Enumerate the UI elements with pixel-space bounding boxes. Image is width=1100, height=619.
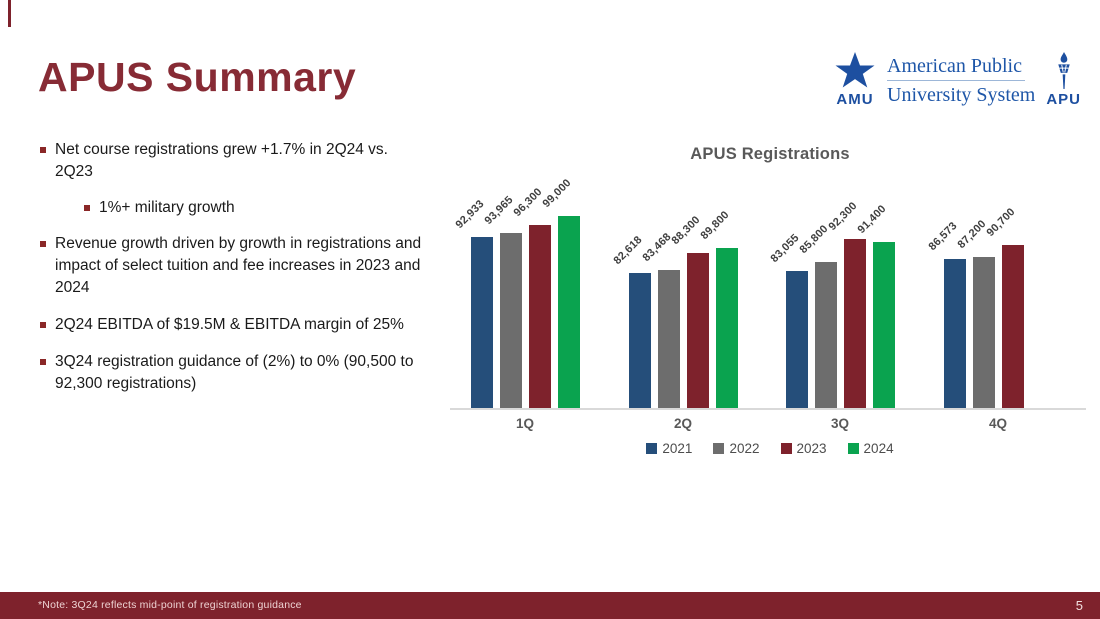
- legend-label: 2024: [863, 441, 894, 456]
- chart-bar-2021-2Q: [628, 273, 651, 408]
- bar-value-label: 87,200: [955, 217, 989, 251]
- bar-value-label: 90,700: [984, 205, 1018, 239]
- bar-value-label: 82,618: [611, 233, 645, 267]
- bullet-revenue-growth: Revenue growth driven by growth in regis…: [38, 233, 430, 299]
- chart-bar-2022-4Q: [972, 257, 995, 408]
- amu-star-icon: [835, 52, 875, 88]
- chart-bar-2023-1Q: [528, 225, 551, 408]
- bullet-guidance: 3Q24 registration guidance of (2%) to 0%…: [38, 351, 430, 395]
- chart-categories: 1Q 2Q 3Q 4Q: [450, 416, 1090, 436]
- chart-bar-2023-2Q: [686, 253, 709, 408]
- bullet-registrations-growth: Net course registrations grew +1.7% in 2…: [38, 139, 430, 183]
- x-axis-line: [450, 408, 1086, 410]
- chart-bar-2023-4Q: [1001, 245, 1024, 408]
- bullet-square-icon: [40, 322, 46, 328]
- legend-label: 2023: [796, 441, 827, 456]
- chart-bar-2022-2Q: [657, 270, 680, 408]
- logo-divider: [887, 79, 1025, 81]
- legend-item-2024: 2024: [847, 441, 894, 456]
- legend-item-2023: 2023: [780, 441, 827, 456]
- legend-label: 2022: [729, 441, 760, 456]
- chart-bar-2021-1Q: [470, 237, 493, 408]
- legend-label: 2021: [662, 441, 693, 456]
- bar-value-label: 96,300: [511, 185, 545, 219]
- legend-swatch: [780, 443, 792, 454]
- legend-item-2022: 2022: [713, 441, 760, 456]
- footer-bar: *Note: 3Q24 reflects mid-point of regist…: [0, 592, 1100, 619]
- slide-edge-accent: [8, 0, 11, 27]
- chart-bar-2022-3Q: [814, 262, 837, 408]
- bullet-square-icon: [40, 147, 46, 153]
- page-number: 5: [1075, 598, 1083, 613]
- chart-bar-2023-3Q: [843, 239, 866, 408]
- bar-value-label: 86,573: [926, 219, 960, 253]
- subbullet-military-growth: 1%+ military growth: [38, 197, 430, 219]
- amu-logo: AMU: [834, 52, 876, 108]
- chart-legend: 2021 2022 2023 2024: [450, 441, 1090, 456]
- chart-title: APUS Registrations: [690, 145, 850, 163]
- axis-category-label: 2Q: [673, 416, 692, 431]
- bullet-text: 2Q24 EBITDA of $19.5M & EBITDA margin of…: [55, 316, 404, 333]
- chart-bar-2024-2Q: [715, 248, 738, 408]
- bullet-list: Net course registrations grew +1.7% in 2…: [38, 139, 430, 410]
- bar-value-label: 83,468: [640, 230, 674, 264]
- bullet-text: Net course registrations grew +1.7% in 2…: [55, 141, 388, 180]
- university-logo: AMU American Public University System AP…: [834, 50, 1081, 110]
- legend-swatch: [847, 443, 859, 454]
- legend-swatch: [713, 443, 725, 454]
- registrations-chart: APUS Registrations 92,933 82,618 83,055 86,…: [450, 140, 1090, 470]
- chart-bar-2021-3Q: [785, 271, 808, 408]
- bullet-text: 3Q24 registration guidance of (2%) to 0%…: [55, 353, 414, 392]
- bar-value-label: 85,800: [797, 222, 831, 256]
- axis-category-label: 1Q: [515, 416, 534, 431]
- bullet-text: Revenue growth driven by growth in regis…: [55, 235, 422, 296]
- bar-value-label: 89,800: [698, 208, 732, 242]
- apu-logo: APU: [1046, 52, 1081, 108]
- bar-value-label: 93,965: [482, 193, 516, 227]
- bullet-text: 1%+ military growth: [99, 199, 235, 216]
- bar-value-label: 99,000: [540, 176, 574, 210]
- axis-category-label: 3Q: [830, 416, 849, 431]
- apu-torch-icon: [1057, 52, 1070, 90]
- legend-swatch: [646, 443, 658, 454]
- bullet-square-icon: [84, 205, 90, 211]
- chart-bar-2024-3Q: [872, 242, 895, 408]
- axis-category-label: 4Q: [988, 416, 1007, 431]
- apu-logo-label: APU: [1046, 91, 1082, 108]
- chart-bar-2021-4Q: [943, 259, 966, 408]
- chart-bar-2024-1Q: [557, 216, 580, 408]
- university-name-line2: University System: [887, 83, 1036, 106]
- bullet-square-icon: [40, 359, 46, 365]
- bullet-ebitda: 2Q24 EBITDA of $19.5M & EBITDA margin of…: [38, 314, 430, 336]
- bar-value-label: 92,300: [826, 199, 860, 233]
- footer-note: *Note: 3Q24 reflects mid-point of regist…: [38, 599, 302, 611]
- page-title: APUS Summary: [38, 54, 357, 100]
- bullet-square-icon: [40, 241, 46, 247]
- amu-logo-label: AMU: [836, 91, 874, 108]
- university-name: American Public University System: [887, 55, 1035, 106]
- bar-value-label: 92,933: [453, 197, 487, 231]
- chart-plot: 92,933 82,618 83,055 86,573 93,965 83,468 85,8…: [450, 168, 1090, 408]
- legend-item-2021: 2021: [646, 441, 692, 456]
- chart-bar-2022-1Q: [499, 233, 522, 408]
- bar-value-label: 88,300: [669, 213, 703, 247]
- university-name-line1: American Public: [887, 54, 1022, 77]
- bar-value-label: 83,055: [768, 231, 802, 265]
